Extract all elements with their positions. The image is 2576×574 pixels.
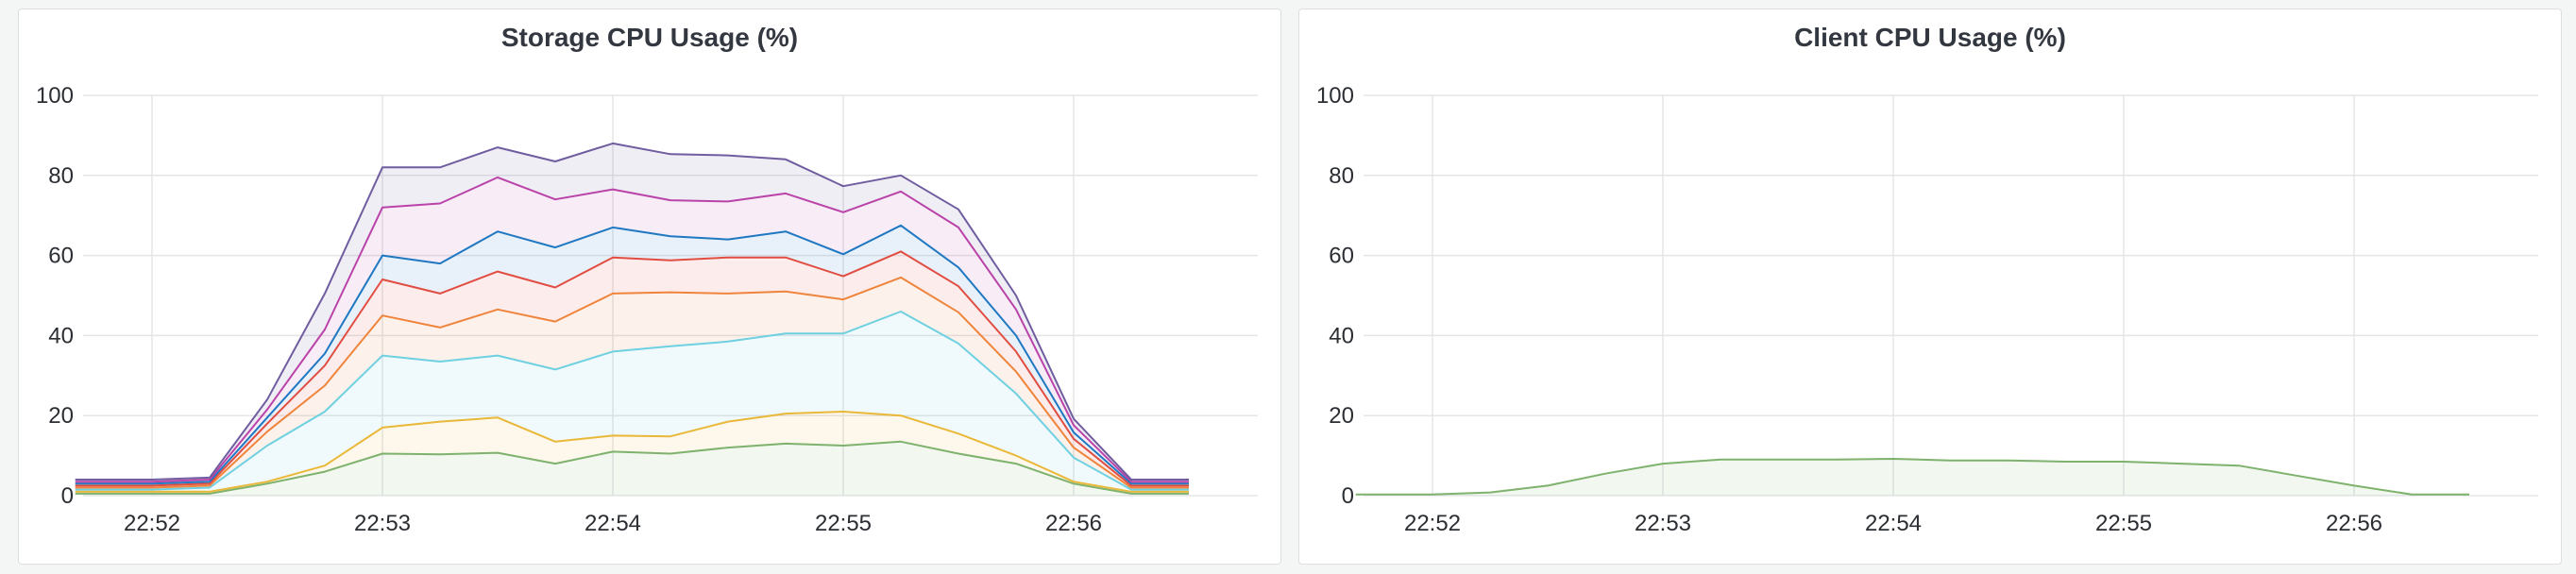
y-tick-label: 80 [1329,163,1354,189]
grid [83,94,1258,497]
x-tick-label: 22:52 [1404,511,1461,536]
x-tick-label: 22:56 [2326,511,2382,536]
y-tick-label: 100 [1316,83,1354,109]
y-tick-label: 0 [61,483,74,509]
x-tick-label: 22:56 [1045,511,1102,536]
x-tick-label: 22:53 [1635,511,1691,536]
y-tick-label: 100 [36,83,74,109]
series-line-0[interactable] [75,440,1189,495]
x-tick-label: 22:54 [585,511,641,536]
y-tick-label: 40 [1329,323,1354,348]
grid [1364,94,2538,497]
series-area-0 [1355,459,2469,496]
series-line-6[interactable] [75,176,1189,483]
client-cpu-chart: 0 20 40 60 80 100 22:52 22:53 22:54 22:55 22:56 [1316,83,2538,536]
y-tick-label: 0 [1342,483,1354,509]
x-tick-label: 22:52 [124,511,180,536]
series-line-4[interactable] [75,250,1189,487]
series-line-1[interactable] [75,411,1189,493]
storage-cpu-panel: Storage CPU Usage (%) 0 20 40 60 80 100 22:52 2… [18,8,1281,565]
storage-cpu-chart: 0 20 40 60 80 100 22:52 22:53 22:54 22:55 22:56 [36,83,1258,536]
series-line-2[interactable] [75,311,1189,491]
y-tick-label: 80 [48,163,74,189]
series-group [75,142,1190,496]
series-area-0 [75,441,1190,496]
panel-title[interactable]: Client CPU Usage (%) [1794,23,2066,52]
y-tick-label: 40 [48,323,74,348]
series-line-0[interactable] [1355,458,2469,496]
series-area-3 [75,277,1190,490]
x-tick-label: 22:53 [354,511,411,536]
client-cpu-panel: Client CPU Usage (%) 0 20 40 60 80 100 22:52 22… [1298,8,2562,565]
series-area-2 [75,312,1190,492]
series-area-1 [75,412,1190,494]
series-group [1355,458,2469,496]
y-tick-label: 20 [1329,403,1354,429]
x-tick-label: 22:55 [2095,511,2152,536]
x-tick-label: 22:54 [1865,511,1922,536]
y-tick-label: 60 [1329,244,1354,269]
x-tick-label: 22:55 [815,511,872,536]
y-tick-label: 60 [48,244,74,269]
series-line-5[interactable] [75,224,1189,485]
series-line-3[interactable] [75,276,1189,489]
series-line-7[interactable] [75,142,1189,481]
panel-title[interactable]: Storage CPU Usage (%) [500,23,799,52]
y-tick-label: 20 [48,403,74,429]
